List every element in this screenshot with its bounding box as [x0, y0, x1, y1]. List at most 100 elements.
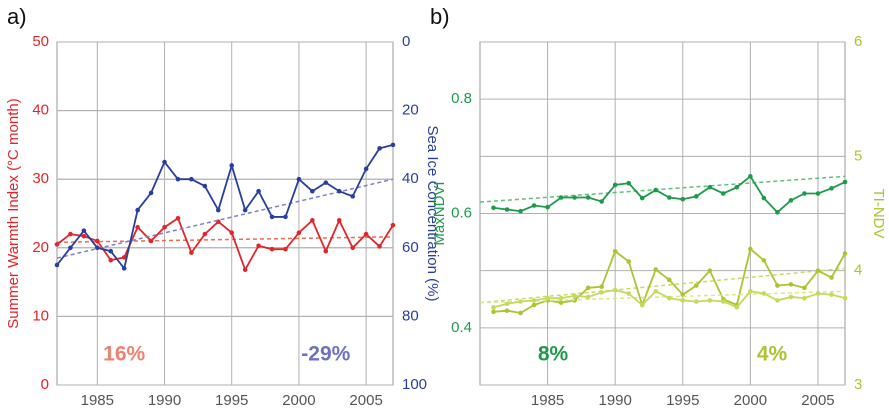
y-tick-label: 0: [41, 376, 49, 393]
y-tick-label: 0.6: [451, 204, 472, 221]
data-point: [296, 230, 302, 236]
x-tick-label: 2005: [801, 392, 834, 409]
y2-tick-label: 5: [854, 147, 862, 164]
trend-line: [479, 175, 846, 203]
data-point: [229, 163, 235, 168]
data-point: [788, 198, 794, 203]
data-point: [748, 174, 753, 179]
data-point: [518, 208, 523, 214]
y-tick-label: 10: [32, 307, 49, 324]
data-point: [775, 298, 780, 303]
y2-axis-title: TI-NDV: [870, 189, 887, 239]
y2-tick-label: 6: [854, 33, 862, 50]
data-point: [815, 268, 821, 273]
x-tick-label: 2000: [282, 392, 315, 409]
data-point: [721, 191, 726, 196]
y-tick-label: 20: [32, 239, 49, 256]
data-point: [491, 205, 496, 211]
series-line: [56, 144, 394, 271]
data-point: [666, 277, 672, 283]
data-point: [54, 242, 60, 247]
data-point: [842, 179, 848, 185]
data-point: [761, 195, 767, 201]
data-point: [256, 243, 261, 249]
data-point: [81, 228, 87, 233]
data-point: [653, 187, 659, 193]
data-point: [802, 191, 807, 196]
data-point: [54, 262, 60, 268]
data-point: [68, 245, 73, 251]
data-point: [653, 267, 659, 272]
x-tick-label: 1995: [666, 392, 699, 409]
data-point: [121, 255, 127, 260]
data-point: [693, 194, 699, 199]
data-point: [108, 248, 114, 254]
x-tick-label: 2005: [349, 392, 382, 409]
y2-tick-label: 100: [402, 376, 427, 393]
data-point: [323, 180, 329, 185]
data-point: [666, 295, 672, 301]
data-point: [585, 195, 591, 200]
y-tick-label: 0.8: [451, 90, 472, 107]
data-point: [572, 293, 577, 299]
trend-line: [479, 290, 846, 304]
data-point: [256, 188, 261, 194]
data-point: [202, 231, 208, 237]
data-point: [585, 294, 591, 300]
data-point: [572, 195, 577, 200]
y2-tick-label: 0: [402, 33, 410, 50]
data-point: [390, 222, 396, 228]
y2-tick-label: 4: [854, 262, 862, 279]
data-point: [761, 291, 767, 296]
data-point: [336, 188, 342, 194]
annotation: 8%: [538, 343, 569, 366]
annotation: 4%: [757, 343, 788, 366]
data-point: [558, 195, 564, 200]
y-axis-title: Summer Warmth Index (°C month): [5, 98, 22, 329]
data-point: [639, 195, 645, 201]
annotation: -29%: [301, 343, 350, 366]
data-point: [135, 207, 140, 213]
data-point: [599, 199, 604, 204]
data-point: [693, 299, 699, 304]
data-point: [788, 294, 794, 300]
data-point: [162, 159, 167, 165]
data-point: [269, 214, 275, 220]
plot-frame: [56, 41, 394, 386]
data-point: [626, 291, 632, 296]
x-tick-label: 1995: [215, 392, 248, 409]
data-point: [585, 285, 591, 291]
data-point: [390, 142, 396, 148]
series-line: [56, 216, 394, 272]
data-point: [680, 196, 686, 202]
data-point: [518, 310, 523, 316]
data-point: [815, 291, 821, 296]
data-point: [612, 248, 618, 254]
data-point: [283, 214, 288, 220]
y-tick-label: 0.4: [451, 319, 472, 336]
data-point: [108, 257, 114, 263]
data-point: [612, 287, 618, 293]
data-point: [68, 231, 73, 237]
data-point: [162, 224, 167, 230]
data-point: [202, 183, 208, 189]
data-point: [504, 308, 510, 313]
data-point: [734, 184, 740, 190]
data-point: [802, 285, 807, 291]
data-point: [761, 258, 767, 263]
data-point: [775, 283, 780, 288]
data-point: [283, 246, 288, 252]
data-point: [829, 275, 834, 280]
data-point: [626, 259, 632, 264]
data-point: [189, 176, 194, 182]
data-point: [175, 216, 181, 221]
data-point: [842, 251, 848, 256]
annotation: 16%: [103, 343, 145, 366]
data-point: [269, 246, 275, 252]
x-tick-label: 2000: [734, 392, 767, 409]
x-tick-label: 1985: [531, 392, 564, 409]
data-point: [377, 244, 382, 249]
data-point: [666, 195, 672, 200]
panel-label: a): [7, 4, 27, 29]
